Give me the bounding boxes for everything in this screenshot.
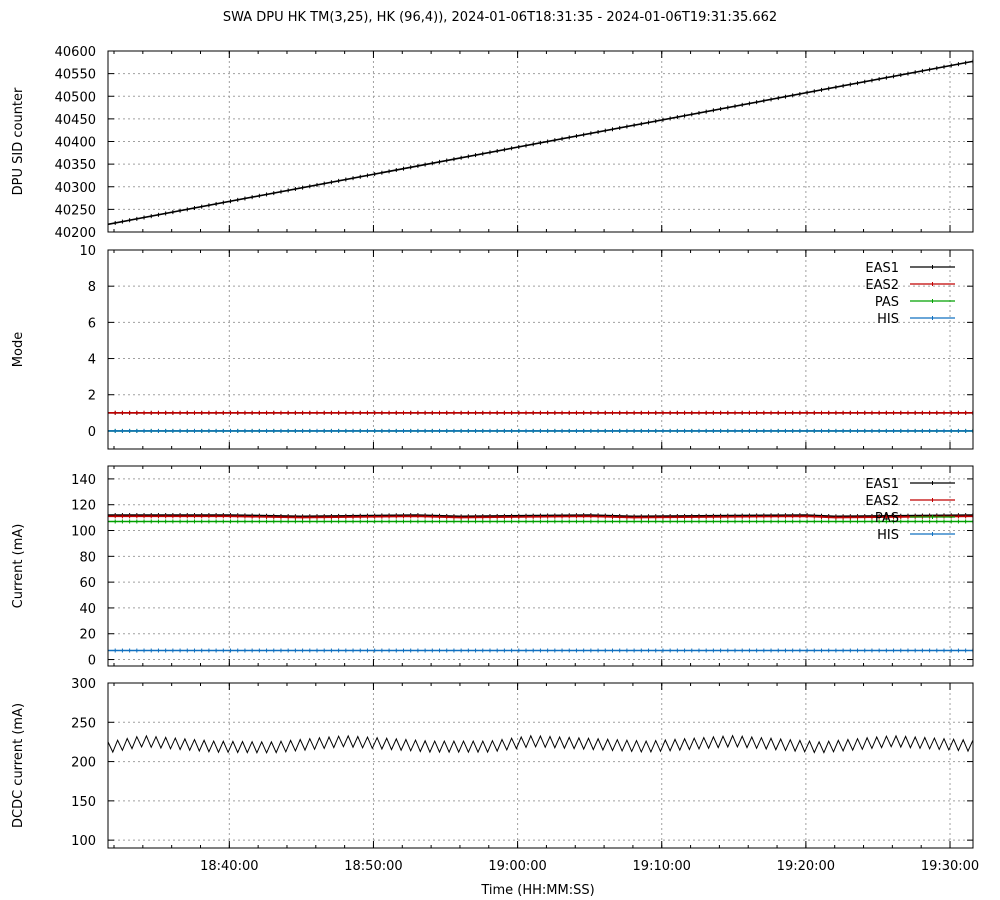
y-tick-label: 40550 xyxy=(55,68,96,83)
y-tick-label: 40200 xyxy=(55,226,96,241)
plot-frame xyxy=(107,249,974,450)
chart-title: SWA DPU HK TM(3,25), HK (96,4)), 2024-01… xyxy=(223,10,777,25)
y-tick-label: 6 xyxy=(88,316,96,331)
legend-label: PAS xyxy=(875,295,899,310)
y-tick-label: 100 xyxy=(71,525,96,540)
plot-frame xyxy=(107,50,974,233)
legend-label: EAS1 xyxy=(865,477,899,492)
legend-label: HIS xyxy=(877,312,899,327)
x-tick-label: 19:10:00 xyxy=(633,859,691,874)
y-tick-label: 40600 xyxy=(55,45,96,60)
y-tick-label: 4 xyxy=(88,353,96,368)
y-tick-label: 0 xyxy=(88,425,96,440)
y-tick-label: 60 xyxy=(79,576,96,591)
series-line-eas2 xyxy=(108,515,973,519)
y-tick-label: 10 xyxy=(79,244,96,259)
y-tick-label: 200 xyxy=(71,756,96,771)
legend-label: PAS xyxy=(875,511,899,526)
y-tick-label: 8 xyxy=(88,280,96,295)
y-axis-label: Current (mA) xyxy=(11,524,26,609)
y-tick-label: 300 xyxy=(71,677,96,692)
y-tick-label: 40500 xyxy=(55,90,96,105)
x-tick-label: 18:40:00 xyxy=(200,859,258,874)
y-tick-label: 40300 xyxy=(55,181,96,196)
x-tick-label: 19:30:00 xyxy=(921,859,979,874)
x-tick-label: 19:20:00 xyxy=(777,859,835,874)
y-tick-label: 80 xyxy=(79,550,96,565)
legend-label: HIS xyxy=(877,528,899,543)
chart-panels: 4020040250403004035040400404504050040550… xyxy=(11,45,979,874)
y-tick-label: 40450 xyxy=(55,113,96,128)
y-tick-label: 2 xyxy=(88,389,96,404)
x-tick-label: 18:50:00 xyxy=(344,859,402,874)
y-axis-label: DCDC current (mA) xyxy=(11,703,26,828)
panel-dcdc-current: 100 150 200 250 300 18:40:00 18:50:00 19:00:00 1… xyxy=(11,677,979,874)
plot-frame xyxy=(107,682,974,849)
legend-label: EAS2 xyxy=(865,494,899,509)
y-tick-label: 250 xyxy=(71,716,96,731)
y-tick-label: 40350 xyxy=(55,158,96,173)
panel-current: 0 20 40 60 80 100 120 140 Current (mA) EAS1 EAS2 PA… xyxy=(11,465,974,669)
panel-sid-counter: 40200 40250 40300 40350 40400 40450 40500 40550… xyxy=(11,45,974,241)
y-tick-label: 0 xyxy=(88,654,96,669)
series-line xyxy=(107,734,974,755)
y-tick-label: 140 xyxy=(71,473,96,488)
legend-label: EAS2 xyxy=(865,278,899,293)
y-axis-label: DPU SID counter xyxy=(11,87,26,195)
x-tick-label: 19:00:00 xyxy=(488,859,546,874)
plot-frame xyxy=(107,465,974,667)
panel-mode: 0 2 4 6 8 10 Mode EAS1 EAS2 PAS HIS xyxy=(11,244,974,450)
y-tick-label: 150 xyxy=(71,795,96,810)
series-line-eas1 xyxy=(108,514,973,518)
y-axis-label: Mode xyxy=(11,332,26,367)
y-tick-label: 40400 xyxy=(55,136,96,151)
y-tick-label: 40250 xyxy=(55,203,96,218)
y-tick-label: 40 xyxy=(79,602,96,617)
y-tick-label: 100 xyxy=(71,834,96,849)
y-tick-label: 20 xyxy=(79,628,96,643)
y-tick-label: 120 xyxy=(71,499,96,514)
legend-label: EAS1 xyxy=(865,261,899,276)
x-axis-label: Time (HH:MM:SS) xyxy=(480,883,594,898)
